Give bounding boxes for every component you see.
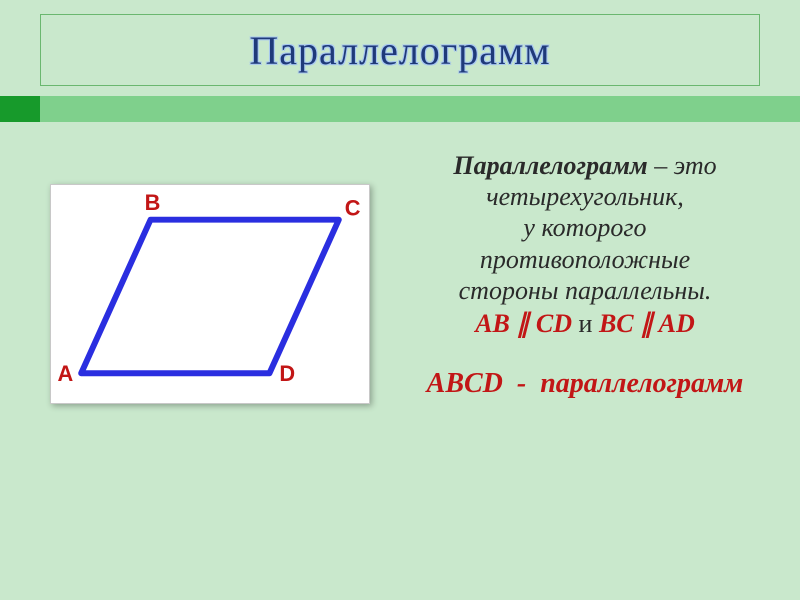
definition-line-5: стороны параллельны. (400, 275, 770, 306)
slide-title: Параллелограмм (249, 27, 550, 74)
pair2-left: BC (599, 309, 634, 338)
result-line: ABCD - параллелограмм (400, 367, 770, 401)
definition-block: Параллелограмм – это четырехугольник, у … (400, 150, 770, 401)
pair1-left: AB (475, 309, 510, 338)
accent-bar (0, 96, 800, 122)
vertex-label-b: B (145, 190, 161, 215)
accent-bar-left (0, 96, 40, 122)
definition-dash: – (654, 151, 667, 180)
definition-line-2: четырехугольник, (400, 181, 770, 212)
definition-line-1: Параллелограмм – это (400, 150, 770, 181)
vertex-label-c: C (345, 196, 361, 221)
parallelogram-figure: A B C D (50, 184, 370, 404)
definition-line1-tail: это (674, 151, 717, 180)
parallel-connector: и (579, 309, 593, 338)
definition-line-4: противоположные (400, 244, 770, 275)
result-word: параллелограмм (540, 368, 743, 399)
parallelogram-shape (81, 220, 339, 374)
slide: Параллелограмм A B C D Параллелограмм – … (0, 0, 800, 600)
result-sep: - (517, 368, 526, 399)
definition-line-3: у которого (400, 212, 770, 243)
parallelogram-svg: A B C D (51, 185, 369, 403)
title-box: Параллелограмм (40, 14, 760, 86)
pair1-right: CD (536, 309, 572, 338)
definition-term: Параллелограмм (453, 151, 647, 180)
vertex-label-a: A (58, 361, 74, 386)
result-name: ABCD (427, 368, 503, 399)
vertex-label-d: D (279, 361, 295, 386)
parallel-symbol-1: ∥ (516, 309, 529, 338)
accent-bar-right (40, 96, 800, 122)
parallel-relation: AB ∥ CD и BC ∥ AD (400, 308, 770, 339)
parallel-symbol-2: ∥ (640, 309, 653, 338)
pair2-right: AD (659, 309, 695, 338)
